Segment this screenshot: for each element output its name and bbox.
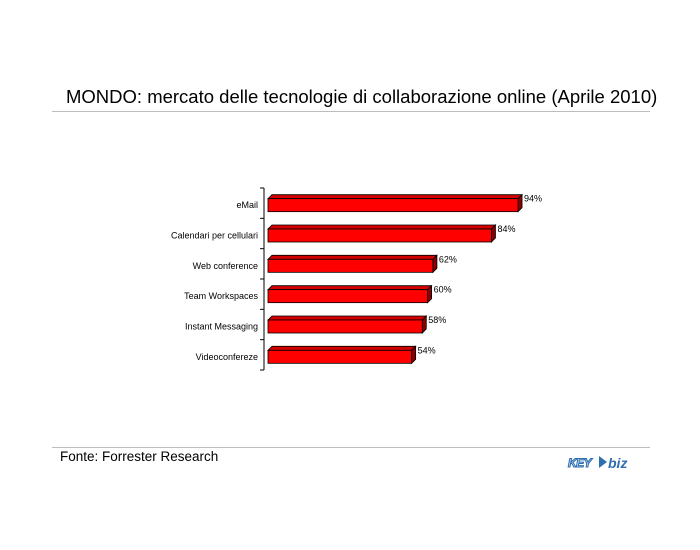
category-label: Instant Messaging xyxy=(185,322,258,332)
bar-top-face xyxy=(267,285,433,291)
value-label: 60% xyxy=(434,285,452,295)
bar-top-face xyxy=(267,194,524,200)
bar-top-face xyxy=(267,315,428,321)
value-label: 84% xyxy=(497,224,515,234)
bar-top-face xyxy=(267,345,417,351)
bar xyxy=(267,319,423,334)
category-label: Web conference xyxy=(193,261,258,271)
bar xyxy=(267,198,519,213)
title-divider xyxy=(52,111,650,112)
svg-text:biz: biz xyxy=(608,455,627,471)
footer-divider xyxy=(52,447,650,448)
category-label: eMail xyxy=(236,200,258,210)
bar-top-face xyxy=(267,254,438,260)
svg-text:KEY: KEY xyxy=(568,456,593,470)
category-label: Videoconfereze xyxy=(196,352,258,362)
value-label: 58% xyxy=(428,315,446,325)
bar-top-face xyxy=(267,224,497,230)
category-label: Calendari per cellulari xyxy=(171,231,258,241)
value-label: 94% xyxy=(524,194,542,204)
category-label: Team Workspaces xyxy=(184,291,258,301)
chart-title: MONDO: mercato delle tecnologie di colla… xyxy=(66,86,658,107)
source-label: Fonte: Forrester Research xyxy=(60,449,219,464)
value-label: 62% xyxy=(439,254,457,264)
bar xyxy=(267,349,413,364)
bar xyxy=(267,289,429,304)
key4biz-logo: KEY biz xyxy=(567,455,627,471)
bar xyxy=(267,258,434,273)
value-label: 54% xyxy=(418,345,436,355)
bar xyxy=(267,228,492,243)
